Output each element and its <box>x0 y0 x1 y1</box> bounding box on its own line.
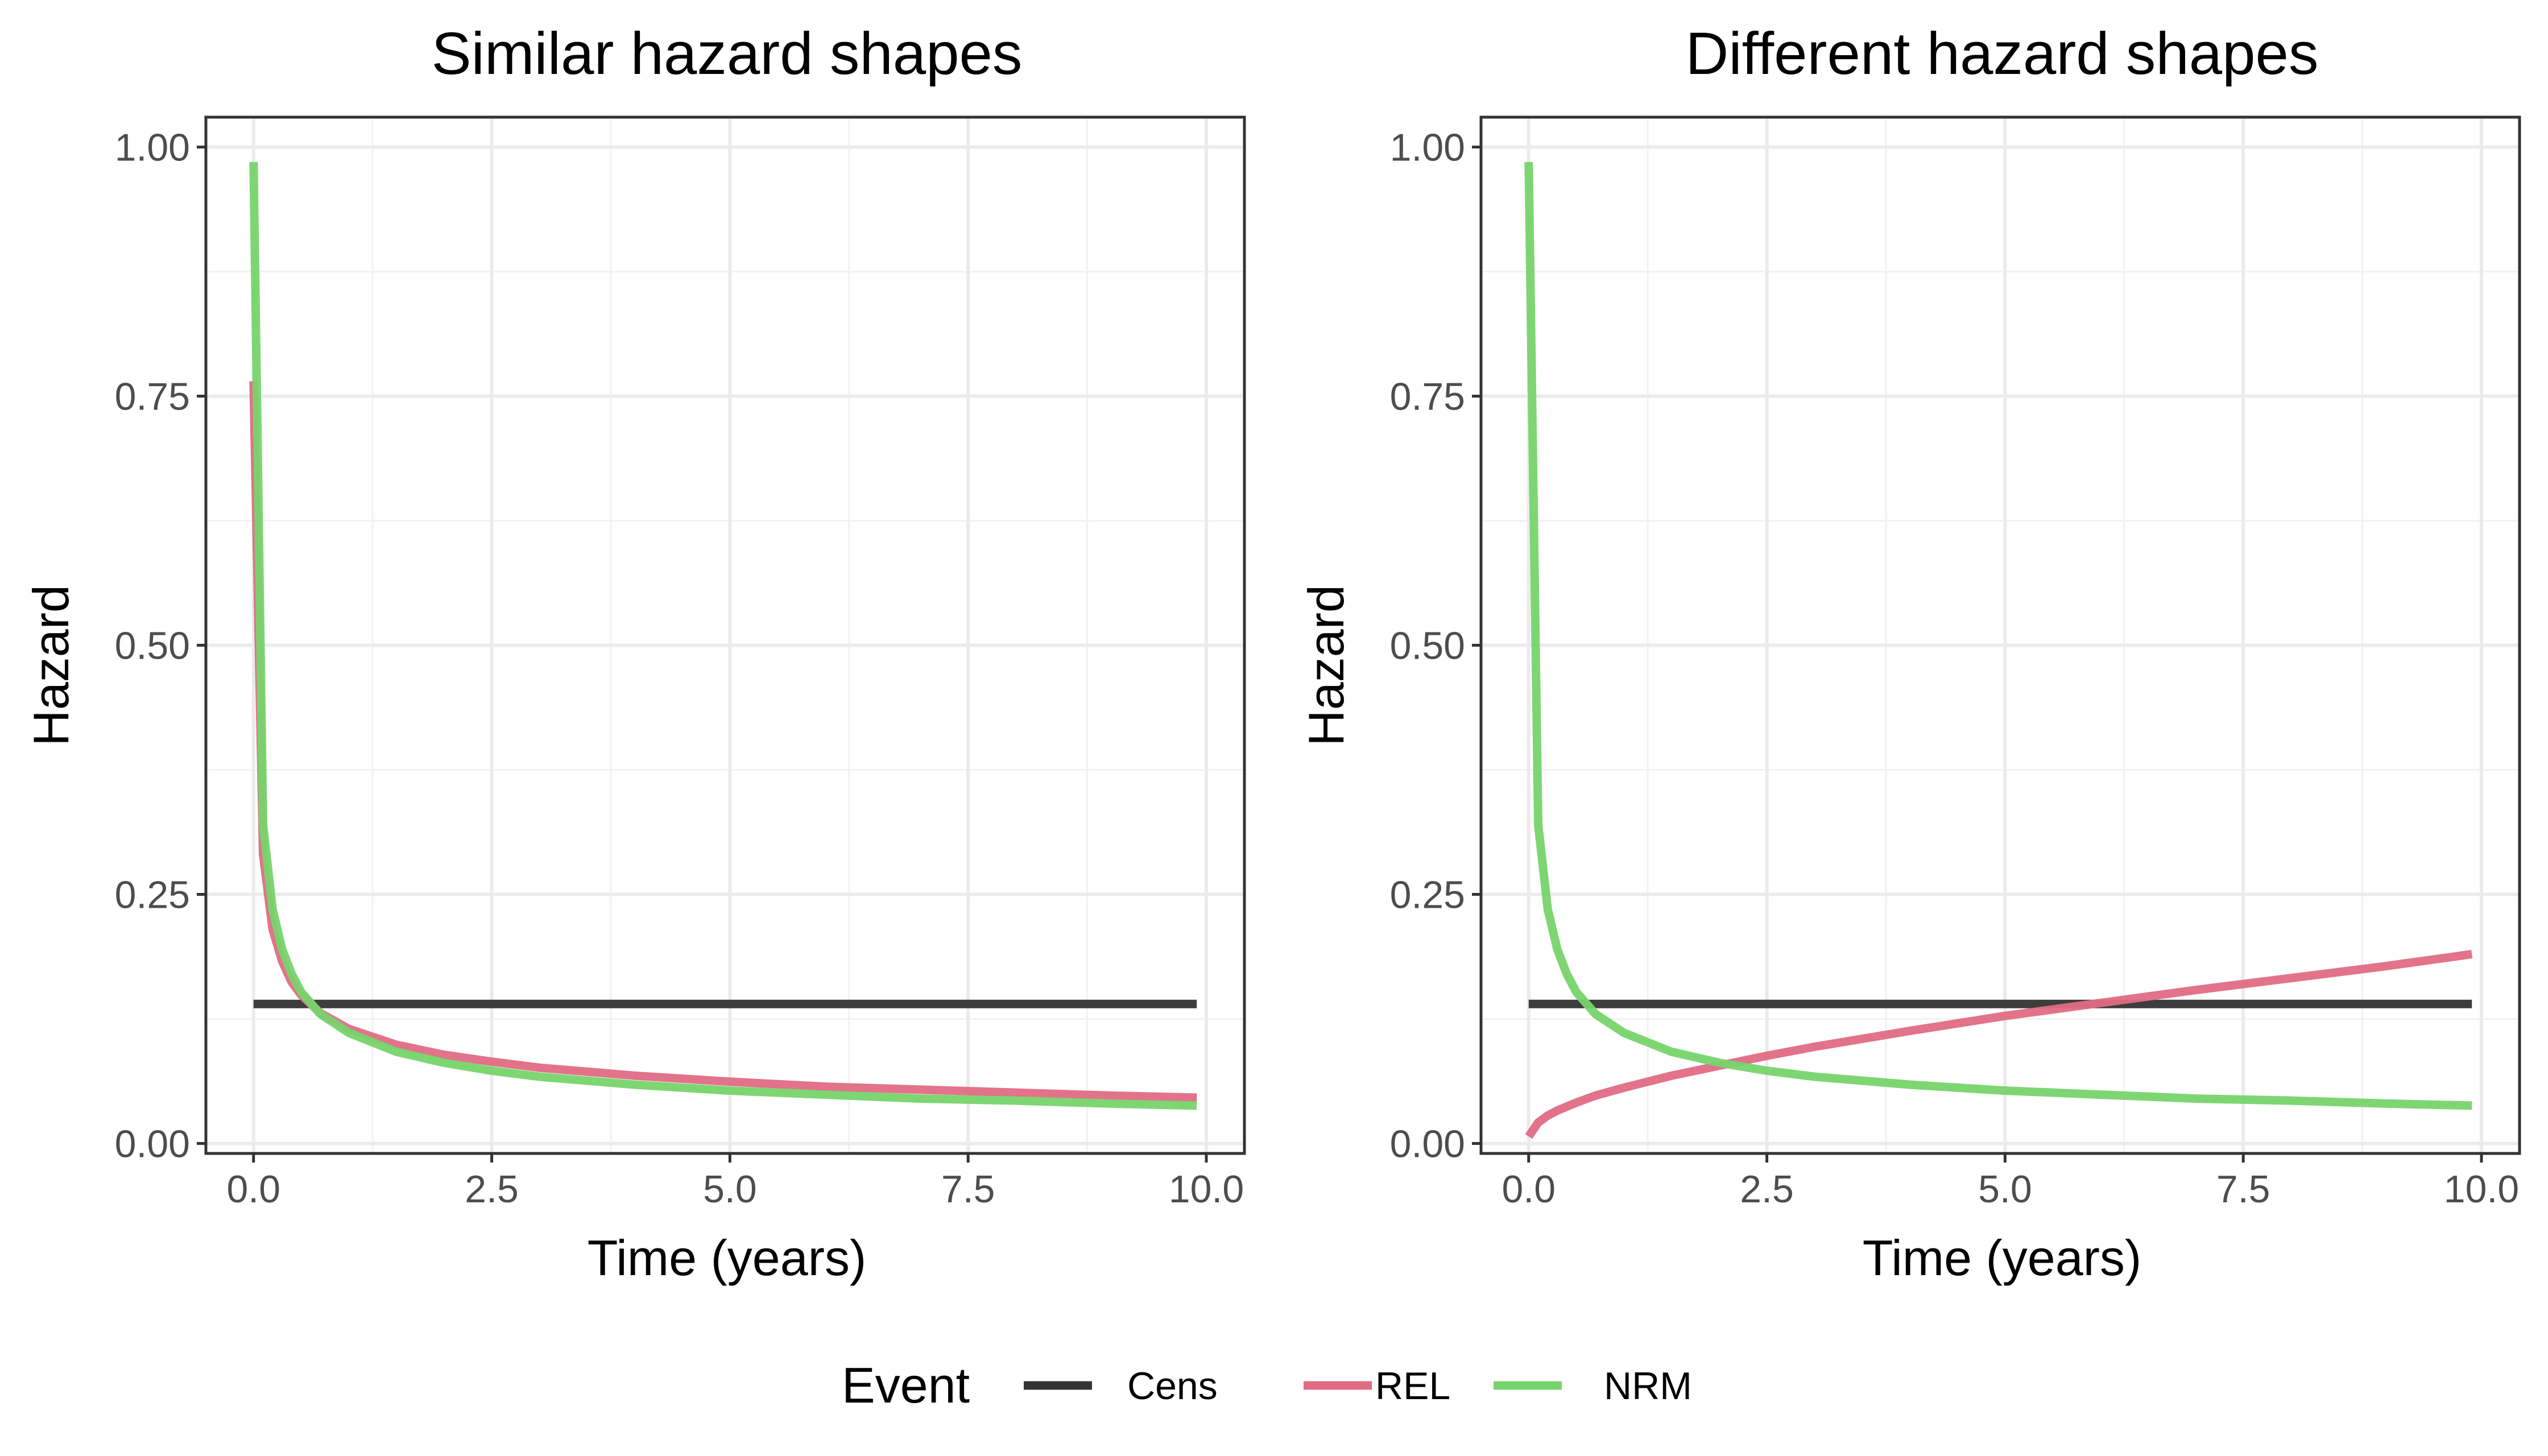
legend-title: Event <box>842 1357 970 1413</box>
x-tick-label: 0.0 <box>1502 1168 1556 1211</box>
x-tick-label: 10.0 <box>2444 1168 2519 1211</box>
y-tick-label: 0.50 <box>1390 624 1465 668</box>
chart-title: Different hazard shapes <box>1686 20 2319 87</box>
series-line-rel <box>249 381 1197 1102</box>
chart-title: Similar hazard shapes <box>432 20 1023 87</box>
legend-label-nrm: NRM <box>1604 1364 1692 1408</box>
panel-border <box>204 115 1246 1155</box>
x-tick-label: 7.5 <box>2216 1168 2270 1211</box>
y-tick-label: 0.75 <box>115 375 190 419</box>
series-line-nrm <box>1524 162 2472 1110</box>
legend-label-rel: REL <box>1375 1364 1450 1408</box>
x-axis-title: Time (years) <box>1863 1230 2142 1286</box>
y-axis-title: Hazard <box>23 585 79 746</box>
x-tick-label: 5.0 <box>1978 1168 2032 1211</box>
y-tick-label: 0.25 <box>1390 874 1465 917</box>
x-axis-title: Time (years) <box>588 1230 867 1286</box>
y-tick-label: 0.75 <box>1390 375 1465 419</box>
y-tick-label: 0.00 <box>1390 1122 1465 1165</box>
y-tick-label: 0.50 <box>115 624 190 668</box>
panel-border <box>1479 115 2521 1155</box>
grid <box>206 117 1244 1153</box>
panel-similar-hazard-shapes: Similar hazard shapes Time (years) Hazar… <box>23 20 1246 1286</box>
x-tick-label: 7.5 <box>941 1168 995 1211</box>
series-line-nrm <box>249 162 1197 1110</box>
y-axis-title: Hazard <box>1298 585 1354 746</box>
y-tick-label: 0.25 <box>115 874 190 917</box>
series-group <box>1524 162 2473 1139</box>
panel-different-hazard-shapes: Different hazard shapes Time (years) Haz… <box>1298 20 2521 1286</box>
y-tick-label: 1.00 <box>1390 126 1465 169</box>
legend-label-cens: Cens <box>1127 1364 1218 1408</box>
series-line-rel <box>1525 950 2473 1139</box>
x-tick-label: 2.5 <box>1740 1168 1794 1211</box>
x-tick-label: 2.5 <box>465 1168 519 1211</box>
y-tick-label: 0.00 <box>115 1122 190 1165</box>
series-group <box>249 162 1197 1110</box>
y-tick-label: 1.00 <box>115 126 190 169</box>
legend: Event Cens REL NRM <box>842 1357 1692 1413</box>
grid <box>1481 117 2520 1153</box>
x-tick-label: 10.0 <box>1169 1168 1244 1211</box>
x-tick-label: 0.0 <box>226 1168 280 1211</box>
x-tick-label: 5.0 <box>703 1168 757 1211</box>
